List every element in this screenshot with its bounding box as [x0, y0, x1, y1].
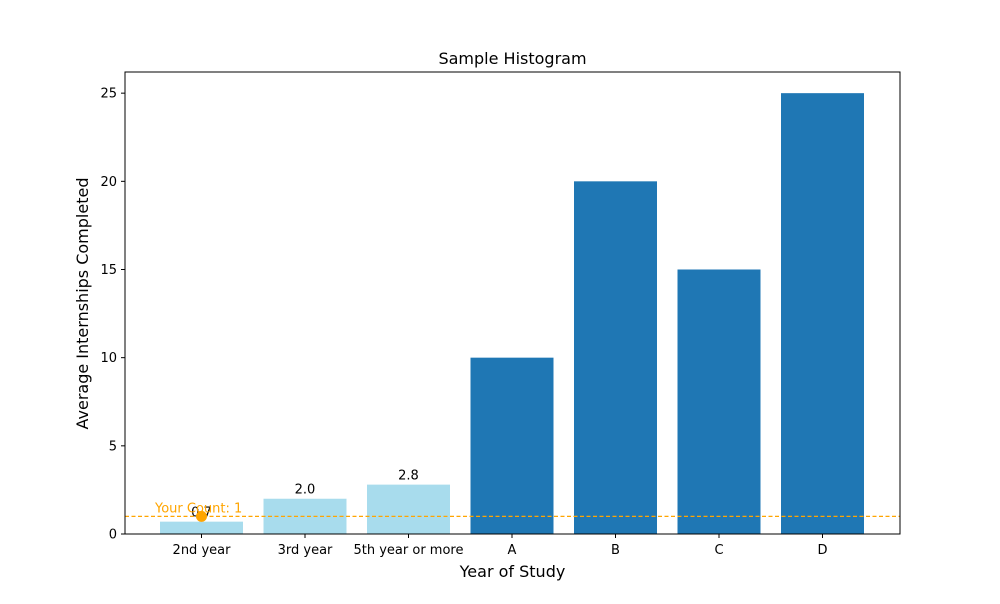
bar	[160, 521, 243, 534]
x-tick-label: 2nd year	[173, 543, 232, 558]
y-axis-label: Average Internships Completed	[73, 178, 92, 430]
y-tick-label: 20	[100, 175, 117, 190]
bar	[781, 93, 864, 534]
y-tick-label: 5	[109, 439, 117, 454]
y-tick-label: 0	[109, 528, 117, 543]
x-tick-label: C	[714, 543, 723, 558]
highlight-point	[196, 510, 207, 522]
bar-value-label: 2.8	[398, 469, 419, 484]
bar	[367, 484, 450, 534]
x-tick-label: A	[508, 543, 517, 558]
x-tick-label: 5th year or more	[354, 543, 464, 558]
bar	[470, 357, 554, 534]
x-tick-label: B	[611, 543, 620, 558]
x-tick-label: 3rd year	[278, 543, 333, 558]
bar-value-label: 2.0	[295, 483, 316, 498]
y-tick-label: 15	[100, 263, 117, 278]
y-tick-label: 10	[100, 351, 117, 366]
bar	[677, 269, 761, 534]
x-tick-label: D	[817, 543, 827, 558]
bar	[574, 181, 657, 534]
reference-line-label: Your Count: 1	[154, 501, 242, 516]
y-tick-label: 25	[100, 87, 117, 102]
chart-title: Sample Histogram	[438, 49, 586, 68]
x-axis-label: Year of Study	[459, 562, 566, 581]
plot-frame	[124, 71, 901, 535]
